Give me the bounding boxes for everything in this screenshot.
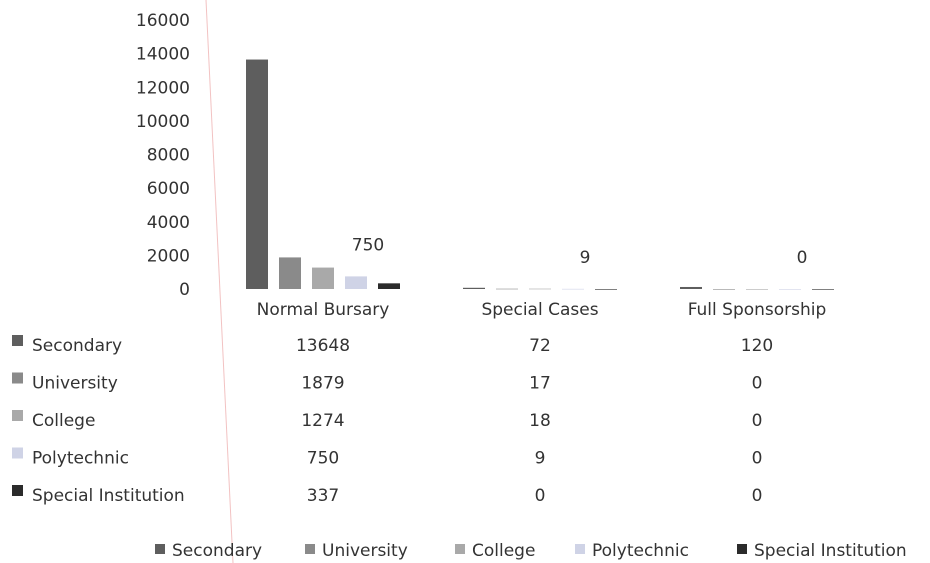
table-cell-polytechnic-normal-bursary: 750 (307, 449, 339, 469)
table-cell-university-normal-bursary: 1879 (301, 374, 344, 394)
table-cell-university-full-sponsorship: 0 (752, 374, 763, 394)
category-label-normal-bursary: Normal Bursary (257, 300, 390, 320)
y-axis: 0 2000 4000 6000 8000 10000 12000 14000 16000 (136, 11, 190, 300)
table-row-label-special-institution: Special Institution (32, 486, 185, 506)
bar-secondary-normal-bursary (246, 59, 268, 289)
bar-special-institution-normal-bursary (378, 283, 400, 289)
data-labels: 750 9 0 (352, 235, 808, 268)
table-row-label-university: University (32, 374, 118, 394)
legend-label-special-institution: Special Institution (754, 541, 907, 561)
table-cell-polytechnic-full-sponsorship: 0 (752, 449, 763, 469)
bar-polytechnic-full-sponsorship (779, 289, 801, 290)
legend-swatch-special-institution (737, 544, 747, 554)
table-cell-secondary-special-cases: 72 (529, 336, 551, 356)
table-cell-college-special-cases: 18 (529, 411, 551, 431)
bar-special-institution-full-sponsorship (812, 289, 834, 290)
y-tick-label-8000: 8000 (147, 146, 190, 166)
table-cell-special-institution-special-cases: 0 (535, 486, 546, 506)
y-tick-label-10000: 10000 (136, 112, 190, 132)
legend-label-university: University (322, 541, 408, 561)
bar-university-normal-bursary (279, 257, 301, 289)
y-tick-label-16000: 16000 (136, 11, 190, 31)
bar-special-institution-special-cases (595, 289, 617, 290)
data-table: Secondary 13648 72 120 University 1879 17 0 Coll… (12, 335, 773, 506)
y-tick-label-4000: 4000 (147, 213, 190, 233)
table-swatch-college (12, 410, 23, 421)
table-swatch-special-institution (12, 485, 23, 496)
left-divider-line (205, 0, 234, 563)
table-swatch-university (12, 372, 23, 384)
bar-college-full-sponsorship (746, 289, 768, 290)
table-cell-secondary-normal-bursary: 13648 (296, 336, 350, 356)
y-tick-label-12000: 12000 (136, 78, 190, 98)
bar-secondary-full-sponsorship (680, 286, 702, 289)
legend-swatch-university (305, 544, 315, 554)
data-label-polytechnic-full-sponsorship: 0 (797, 248, 808, 268)
category-label-special-cases: Special Cases (481, 300, 598, 320)
bar-college-special-cases (529, 288, 551, 290)
table-cell-secondary-full-sponsorship: 120 (741, 336, 773, 356)
table-row-label-polytechnic: Polytechnic (32, 449, 129, 469)
y-tick-label-2000: 2000 (147, 246, 190, 266)
table-cell-special-institution-full-sponsorship: 0 (752, 486, 763, 506)
table-cell-college-full-sponsorship: 0 (752, 411, 763, 431)
legend-swatch-secondary (155, 544, 165, 554)
y-tick-label-6000: 6000 (147, 179, 190, 199)
data-label-polytechnic-special-cases: 9 (580, 248, 591, 268)
table-cell-special-institution-normal-bursary: 337 (307, 486, 339, 506)
table-swatch-secondary (12, 335, 23, 346)
bar-university-special-cases (496, 288, 518, 290)
legend-swatch-polytechnic (575, 544, 585, 554)
data-label-polytechnic-normal-bursary: 750 (352, 235, 384, 255)
y-tick-label-0: 0 (179, 280, 190, 300)
legend-label-secondary: Secondary (172, 541, 262, 561)
bar-secondary-special-cases (463, 287, 485, 289)
legend-label-college: College (472, 541, 535, 561)
bars (246, 59, 834, 290)
legend-label-polytechnic: Polytechnic (592, 541, 689, 561)
table-swatch-polytechnic (12, 447, 23, 459)
table-row-label-college: College (32, 411, 95, 431)
table-cell-university-special-cases: 17 (529, 374, 551, 394)
y-tick-label-14000: 14000 (136, 45, 190, 65)
table-row-label-secondary: Secondary (32, 336, 122, 356)
category-label-full-sponsorship: Full Sponsorship (688, 300, 827, 320)
bar-polytechnic-special-cases (562, 288, 584, 290)
category-labels: Normal Bursary Special Cases Full Sponsors… (257, 300, 827, 320)
table-cell-college-normal-bursary: 1274 (301, 411, 344, 431)
bar-polytechnic-normal-bursary (345, 276, 367, 289)
bar-university-full-sponsorship (713, 289, 735, 290)
legend: Secondary University College Polytechnic Spe… (155, 541, 907, 561)
table-cell-polytechnic-special-cases: 9 (535, 449, 546, 469)
bar-college-normal-bursary (312, 267, 334, 289)
legend-swatch-college (455, 544, 465, 554)
